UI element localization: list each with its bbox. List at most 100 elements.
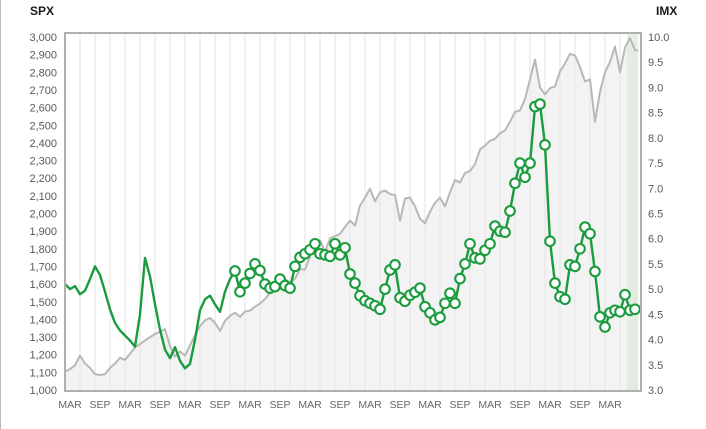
x-axis-month-label: SEP [149, 399, 170, 411]
right-axis-tick-label: 6.0 [648, 234, 663, 246]
plot-border [64, 32, 642, 392]
right-axis-tick-label: 4.0 [648, 335, 663, 347]
imx-data-marker [414, 282, 426, 294]
x-axis-month-label: MAR [58, 399, 82, 411]
x-axis-month-label: SEP [269, 399, 290, 411]
left-axis-tick-label: 2,400 [29, 138, 57, 150]
imx-data-marker [464, 237, 476, 250]
x-axis-month-label: SEP [89, 399, 110, 411]
right-axis-tick-label: 6.5 [648, 209, 663, 221]
left-axis-tick-label: 2,200 [29, 173, 57, 185]
x-axis-month-label: MAR [538, 399, 562, 411]
imx-data-marker [534, 98, 546, 110]
imx-data-marker [449, 297, 461, 310]
imx-data-marker [329, 237, 341, 250]
imx-data-marker [454, 272, 466, 285]
left-axis-tick-label: 1,300 [29, 332, 57, 344]
x-axis-month-label: SEP [449, 399, 470, 411]
imx-data-marker [614, 305, 626, 318]
left-axis-tick-label: 2,700 [29, 85, 57, 97]
left-axis-tick-label: 2,300 [29, 156, 57, 168]
imx-data-marker [589, 265, 601, 278]
right-axis-tick-label: 9.0 [648, 82, 663, 94]
right-axis-tick-label: 4.5 [648, 309, 663, 321]
imx-data-marker [324, 250, 336, 263]
imx-data-marker [444, 287, 456, 300]
x-axis-month-label: MAR [358, 399, 382, 411]
right-axis-tick-label: 7.0 [648, 183, 663, 195]
left-axis-tick-label: 2,600 [29, 103, 57, 115]
imx-data-marker [254, 264, 266, 277]
imx-data-marker [459, 258, 471, 270]
right-axis-tick-label: 8.0 [648, 133, 663, 145]
left-axis-tick-label: 2,100 [29, 191, 57, 203]
x-axis-month-label: MAR [418, 399, 442, 411]
x-axis-month-label: MAR [598, 399, 622, 411]
left-axis-tick-label: 1,800 [29, 244, 57, 256]
left-axis-tick-label: 1,900 [29, 226, 57, 238]
imx-data-marker [229, 265, 241, 277]
left-axis-title: SPX [30, 4, 55, 18]
left-axis-tick-label: 1,000 [29, 385, 57, 397]
imx-data-marker [439, 297, 451, 310]
imx-data-marker [549, 277, 561, 289]
right-axis-tick-label: 8.5 [648, 108, 663, 120]
left-axis-tick-label: 2,900 [29, 50, 57, 62]
imx-data-marker [389, 259, 401, 271]
x-axis-month-label: SEP [329, 399, 350, 411]
imx-data-marker [244, 267, 256, 280]
x-axis-month-label: MAR [478, 399, 502, 411]
imx-data-marker [374, 303, 386, 316]
imx-data-marker [514, 157, 526, 169]
right-axis-tick-label: 3.0 [648, 385, 663, 397]
right-axis-title: IMX [656, 4, 678, 18]
imx-data-marker [289, 260, 301, 273]
left-axis-tick-label: 1,500 [29, 297, 57, 309]
left-axis-tick-label: 1,200 [29, 350, 57, 362]
imx-data-marker [339, 241, 351, 254]
imx-data-marker [594, 311, 606, 323]
x-axis-month-label: MAR [298, 399, 322, 411]
imx-data-marker [524, 157, 536, 169]
imx-data-marker [509, 177, 521, 190]
imx-data-marker [629, 303, 641, 316]
x-axis-month-label: SEP [509, 399, 530, 411]
imx-data-marker [284, 282, 296, 294]
imx-data-marker [544, 235, 556, 248]
imx-data-marker [574, 242, 586, 255]
x-axis-month-label: MAR [238, 399, 262, 411]
imx-data-marker [309, 237, 321, 250]
left-axis-tick-label: 1,700 [29, 261, 57, 273]
left-axis-tick-label: 1,400 [29, 314, 57, 326]
left-axis-tick-label: 2,000 [29, 209, 57, 221]
imx-data-marker [379, 283, 391, 295]
imx-data-marker [599, 321, 611, 333]
left-axis-tick-label: 2,800 [29, 67, 57, 79]
imx-data-marker [434, 311, 446, 324]
imx-data-marker [344, 268, 356, 280]
left-axis-tick-label: 1,600 [29, 279, 57, 291]
recent-period-highlight-band [627, 34, 639, 390]
x-axis-month-label: SEP [389, 399, 410, 411]
imx-data-marker [539, 139, 551, 151]
imx-data-marker [349, 277, 361, 289]
page-left-border [0, 0, 1, 429]
right-axis-tick-label: 5.0 [648, 284, 663, 296]
x-axis-month-label: SEP [209, 399, 230, 411]
left-axis-tick-label: 3,000 [29, 32, 57, 44]
left-axis-tick-label: 2,500 [29, 120, 57, 132]
imx-data-marker [569, 260, 581, 273]
right-axis-tick-label: 5.5 [648, 259, 663, 271]
x-axis-month-label: MAR [118, 399, 142, 411]
right-axis-tick-label: 9.5 [648, 57, 663, 69]
imx-data-marker [499, 226, 511, 239]
imx-data-marker [234, 285, 246, 298]
spx-area-fill [65, 37, 638, 391]
imx-data-marker [584, 227, 596, 240]
right-axis-tick-label: 7.5 [648, 158, 663, 170]
imx-data-marker [519, 171, 531, 184]
imx-data-marker [619, 288, 631, 301]
imx-data-marker [484, 237, 496, 250]
x-axis-month-label: SEP [569, 399, 590, 411]
